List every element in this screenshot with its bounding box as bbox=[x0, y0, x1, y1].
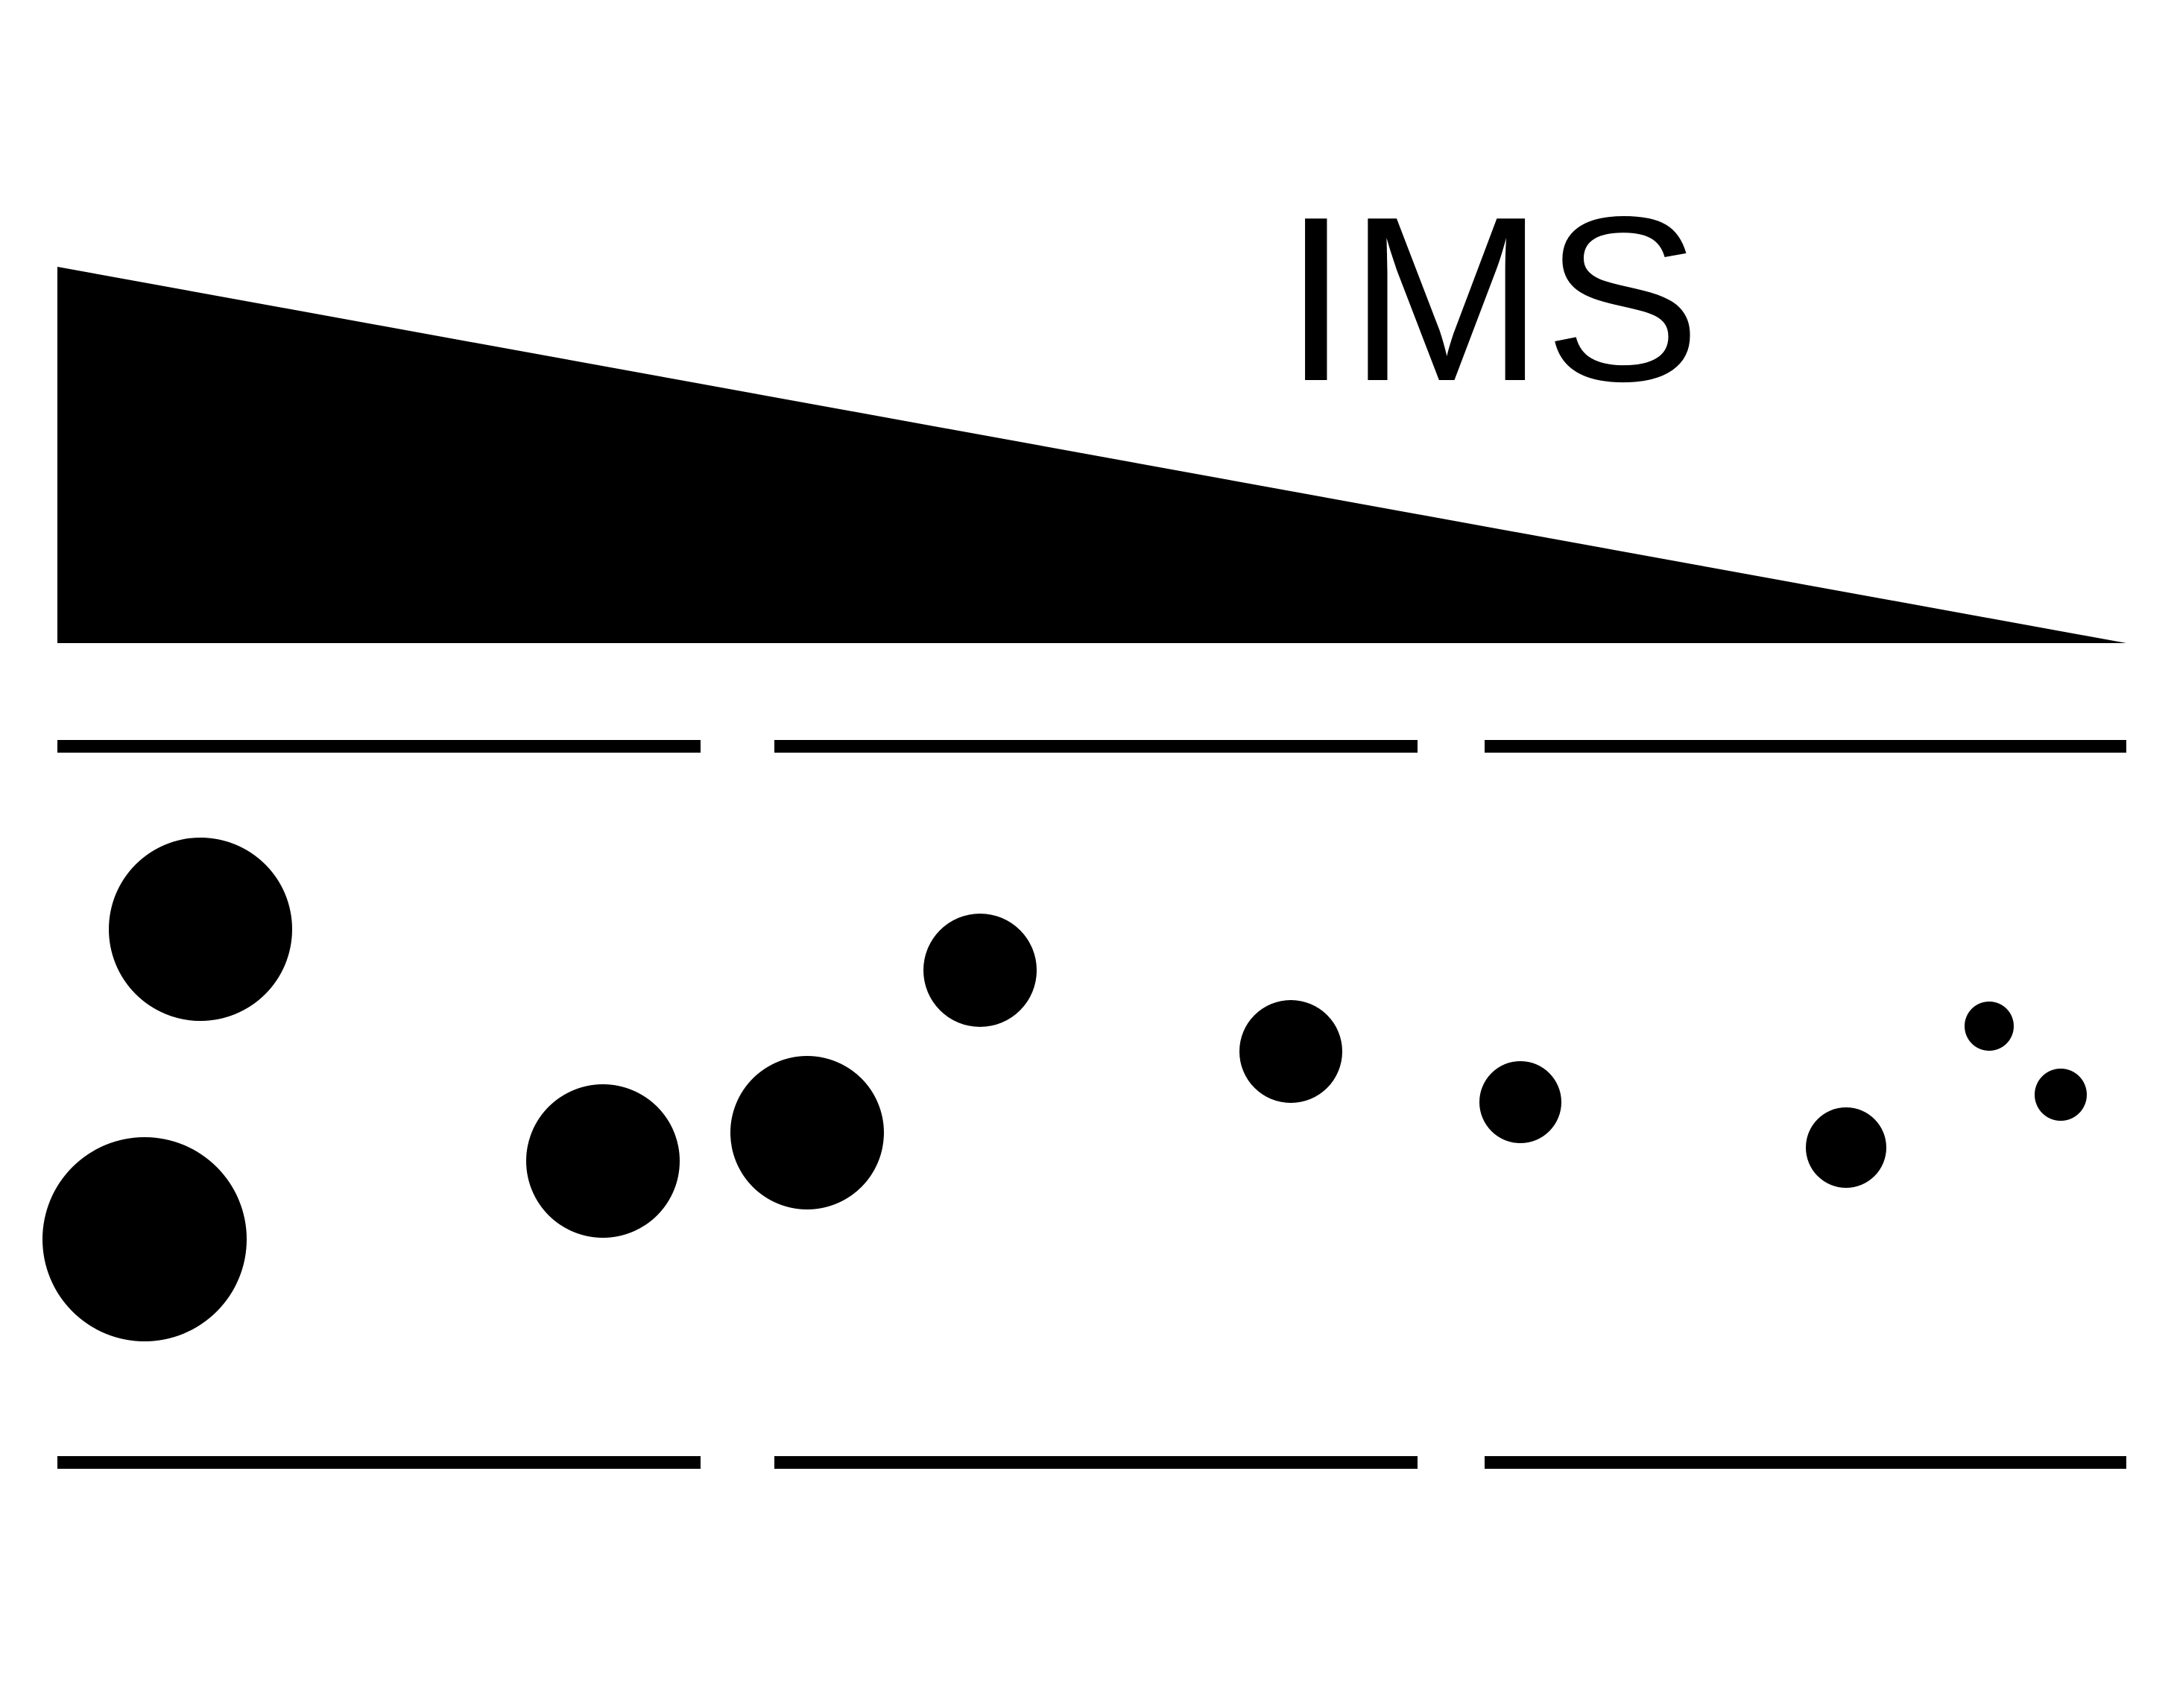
particle-3 bbox=[526, 1084, 680, 1238]
lower-boundary-segment-3 bbox=[1485, 1456, 2126, 1469]
upper-boundary-segment-3 bbox=[1485, 740, 2126, 753]
lower-boundary bbox=[57, 1456, 2126, 1469]
particle-5 bbox=[923, 914, 1037, 1027]
tapered-wedge bbox=[57, 267, 2126, 643]
particle-6 bbox=[1239, 1000, 1342, 1103]
lower-boundary-segment-2 bbox=[774, 1456, 1418, 1469]
ims-label: IMS bbox=[1283, 168, 1701, 430]
upper-boundary-segment-2 bbox=[774, 740, 1418, 753]
particle-10 bbox=[2035, 1069, 2087, 1121]
upper-boundary bbox=[57, 740, 2126, 753]
particle-7 bbox=[1479, 1061, 1561, 1143]
particle-9 bbox=[1965, 1002, 2014, 1051]
particle-2 bbox=[42, 1137, 247, 1341]
particles bbox=[42, 838, 2087, 1341]
lower-boundary-segment-1 bbox=[57, 1456, 701, 1469]
particle-8 bbox=[1806, 1107, 1886, 1188]
particle-1 bbox=[109, 838, 292, 1021]
upper-boundary-segment-1 bbox=[57, 740, 701, 753]
particle-4 bbox=[730, 1056, 884, 1209]
